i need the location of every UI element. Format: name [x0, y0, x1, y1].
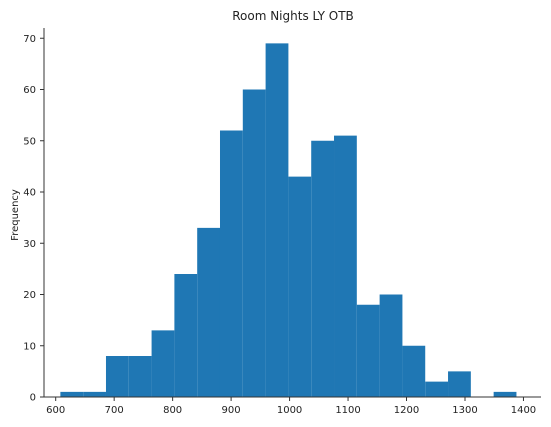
histogram-bar-8 — [242, 89, 266, 397]
x-tick-label-7: 1300 — [452, 405, 477, 416]
histogram-bar-5 — [174, 274, 198, 397]
y-tick-label-3: 30 — [23, 239, 36, 250]
histogram-bar-9 — [265, 43, 289, 397]
histogram-bar-2 — [105, 356, 129, 397]
histogram-bar-0 — [60, 391, 84, 397]
x-tick-label-2: 800 — [163, 405, 182, 416]
x-tick-label-4: 1000 — [277, 405, 302, 416]
y-tick-label-6: 60 — [23, 85, 36, 96]
x-tick-label-8: 1400 — [511, 405, 536, 416]
histogram-bar-7 — [219, 130, 243, 397]
x-tick-label-0: 600 — [46, 405, 65, 416]
histogram-bar-11 — [311, 140, 335, 397]
histogram-bar-12 — [334, 135, 357, 397]
histogram-bar-19 — [493, 391, 517, 397]
y-tick-label-0: 0 — [30, 393, 36, 404]
y-axis-label: Frequency — [10, 189, 21, 241]
x-tick-label-5: 1100 — [335, 405, 360, 416]
x-tick-label-1: 700 — [105, 405, 124, 416]
histogram-bar-6 — [197, 227, 220, 397]
histogram-bar-17 — [448, 371, 471, 397]
y-tick-label-1: 10 — [23, 341, 36, 352]
histogram-bar-3 — [128, 356, 152, 397]
bars-layer — [60, 43, 517, 397]
chart-title: Room Nights LY OTB — [232, 9, 354, 23]
y-tick-label-5: 50 — [23, 136, 36, 147]
histogram-bar-10 — [288, 176, 312, 397]
ticks-layer: 600 700 800 900 1000 1100 1200 1300 1400 0 10 20 30 4… — [23, 34, 536, 416]
histogram-bar-1 — [83, 391, 106, 397]
x-tick-label-6: 1200 — [394, 405, 419, 416]
y-tick-label-2: 20 — [23, 290, 36, 301]
x-tick-label-3: 900 — [222, 405, 241, 416]
y-tick-label-7: 70 — [23, 34, 36, 45]
histogram-bar-13 — [356, 304, 380, 397]
y-tick-label-4: 40 — [23, 188, 36, 199]
histogram-bar-4 — [151, 330, 175, 397]
histogram-bar-15 — [402, 345, 426, 397]
histogram-bar-16 — [425, 381, 449, 397]
histogram-bar-14 — [379, 294, 403, 397]
